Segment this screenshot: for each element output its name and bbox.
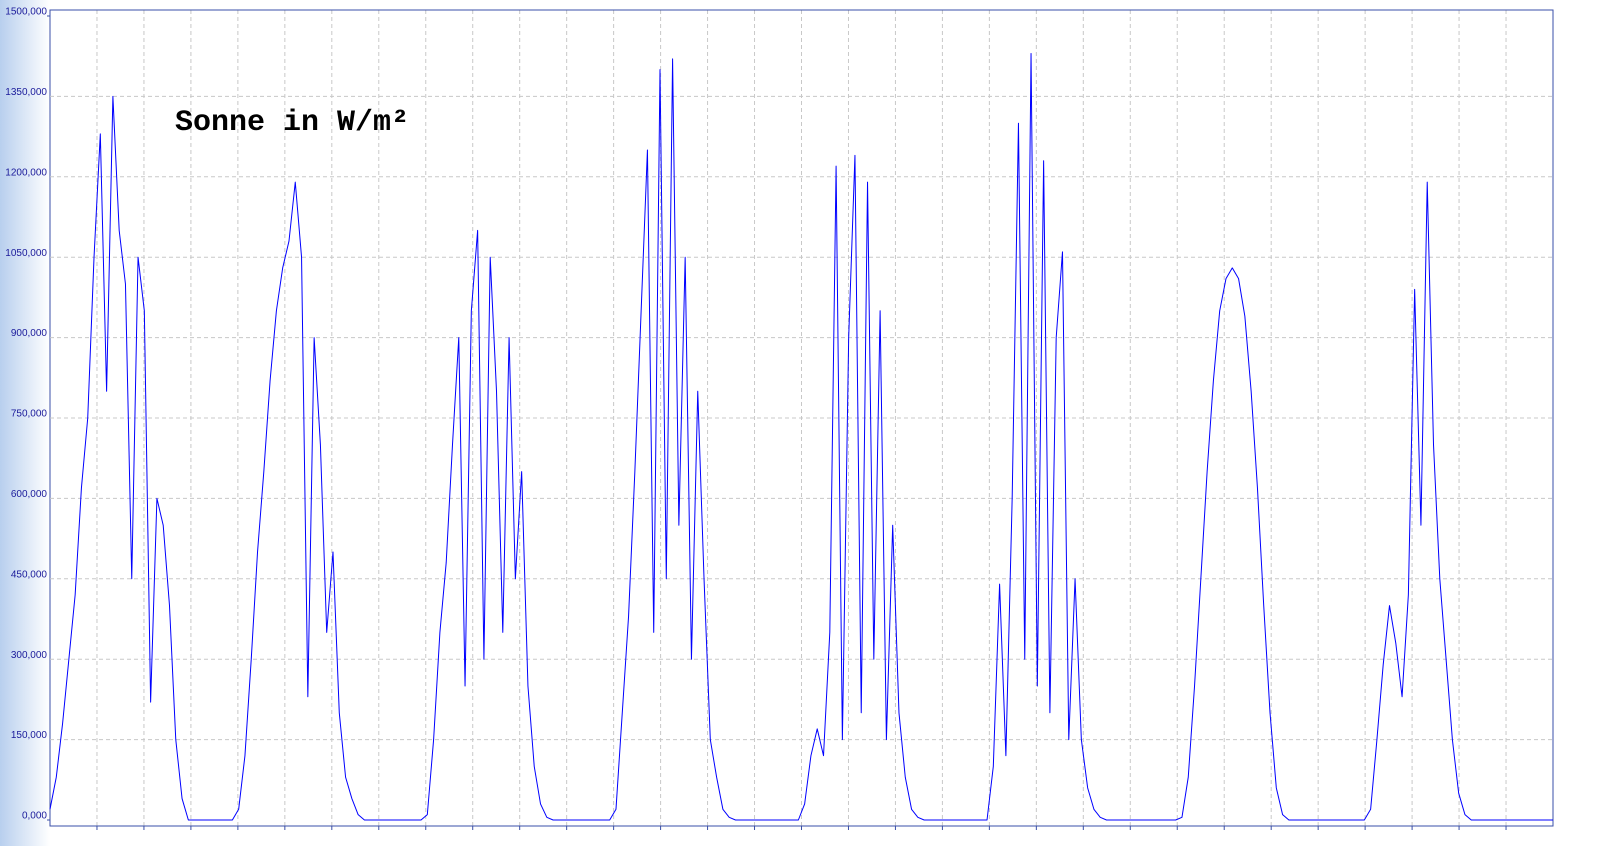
y-tick-label: 900,000 [11, 328, 48, 339]
y-tick-label: 1200,000 [5, 167, 47, 178]
y-tick-label: 0,000 [22, 811, 47, 822]
axis-background [0, 0, 50, 846]
y-tick-label: 300,000 [11, 650, 48, 661]
y-tick-label: 750,000 [11, 409, 48, 420]
chart-title: Sonne in W/m² [175, 106, 409, 140]
y-tick-label: 1050,000 [5, 248, 47, 259]
y-tick-label: 1500,000 [5, 7, 47, 18]
y-tick-label: 450,000 [11, 569, 48, 580]
y-tick-label: 150,000 [11, 730, 48, 741]
y-tick-label: 1350,000 [5, 87, 47, 98]
y-tick-label: 600,000 [11, 489, 48, 500]
data-line [49, 53, 1553, 821]
